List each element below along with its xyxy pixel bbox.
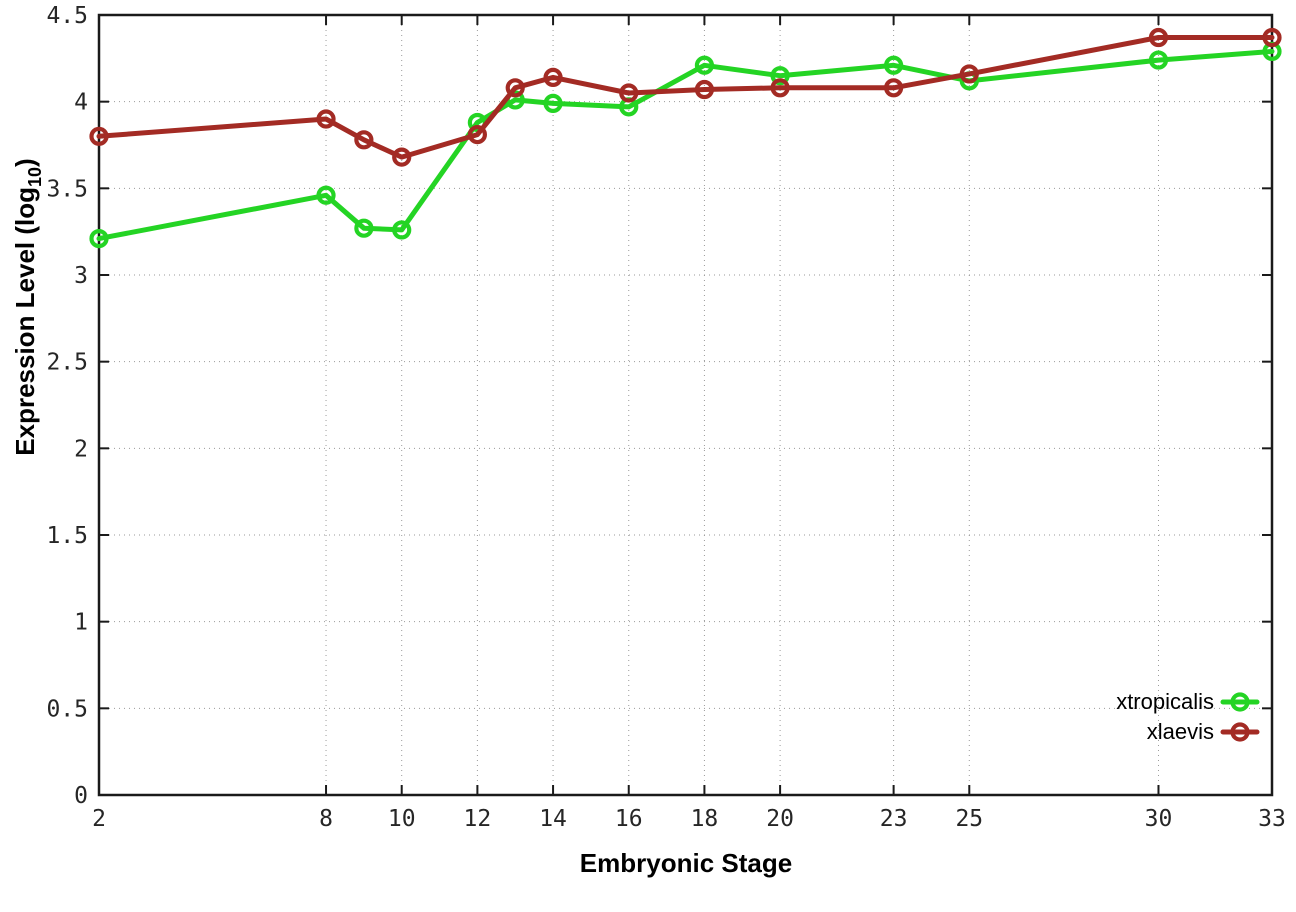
- y-tick-label-4.5: 4.5: [46, 3, 88, 29]
- marker-xlaevis-stage-30: [1148, 27, 1169, 48]
- legend-sample-marker-xtropicalis: [1230, 692, 1250, 712]
- y-axis-title: Expression Level (log10): [10, 158, 45, 455]
- x-tick-label-33: 33: [1258, 806, 1286, 832]
- marker-xlaevis-stage-25: [959, 64, 979, 84]
- x-tick-label-20: 20: [766, 806, 794, 832]
- marker-xlaevis-stage-20: [770, 78, 790, 98]
- y-tick-label-1: 1: [74, 610, 88, 636]
- y-tick-label-1.5: 1.5: [46, 523, 88, 549]
- marker-xtropicalis-stage-20: [770, 66, 790, 86]
- marker-xlaevis-stage-8: [316, 109, 336, 129]
- axis-ticks: [98, 14, 1273, 796]
- series-line-xtropicalis: [96, 48, 1275, 242]
- y-tick-label-0: 0: [74, 783, 88, 809]
- y-axis-title-prefix: Expression Level (log: [10, 187, 40, 456]
- x-tick-label-2: 2: [92, 806, 106, 832]
- marker-xtropicalis-stage-30: [1148, 50, 1169, 70]
- marker-xlaevis-stage-16: [619, 83, 639, 103]
- plot-border: [97, 13, 1274, 797]
- y-axis-title-subscript: 10: [25, 167, 45, 187]
- marker-xlaevis-stage-10: [392, 147, 412, 167]
- x-tick-label-23: 23: [880, 806, 908, 832]
- x-tick-label-8: 8: [319, 806, 333, 832]
- x-tick-label-25: 25: [955, 806, 983, 832]
- y-axis-title-suffix: ): [10, 158, 40, 167]
- x-tick-label-12: 12: [464, 806, 492, 832]
- legend: xtropicalis xlaevis: [1116, 689, 1260, 744]
- y-tick-label-4: 4: [74, 90, 88, 116]
- y-tick-label-3: 3: [74, 263, 88, 289]
- marker-xtropicalis-stage-9: [354, 218, 374, 238]
- marker-xtropicalis-stage-23: [884, 55, 904, 75]
- x-tick-label-30: 30: [1145, 806, 1173, 832]
- marker-xlaevis-stage-9: [354, 130, 374, 150]
- tick-labels: 2 8 10 12 14 16 18 20 23 25 30 33 0 0.5 1 1.5 2 2.5 3 3.5 4 4…: [46, 3, 1285, 832]
- marker-xlaevis-stage-12: [467, 125, 487, 145]
- y-tick-label-2: 2: [74, 436, 88, 462]
- legend-sample-marker-xlaevis: [1230, 722, 1250, 742]
- marker-xlaevis-stage-18: [694, 79, 715, 100]
- y-tick-label-3.5: 3.5: [46, 176, 88, 202]
- marker-xtropicalis-stage-18: [694, 55, 715, 75]
- series-line-xlaevis: [96, 35, 1275, 160]
- x-tick-label-18: 18: [691, 806, 719, 832]
- y-tick-label-2.5: 2.5: [46, 350, 88, 376]
- marker-xlaevis-stage-2: [89, 126, 109, 146]
- legend-label-xtropicalis: xtropicalis: [1116, 689, 1214, 714]
- y-tick-label-0.5: 0.5: [46, 696, 88, 722]
- marker-xlaevis-stage-14: [543, 67, 563, 88]
- marker-xtropicalis-stage-14: [543, 93, 563, 114]
- x-tick-label-16: 16: [615, 806, 643, 832]
- gridlines: [99, 15, 1272, 795]
- marker-xlaevis-stage-23: [884, 78, 904, 98]
- marker-xtropicalis-stage-2: [89, 229, 109, 249]
- x-tick-label-14: 14: [539, 806, 567, 832]
- data-series: [89, 27, 1282, 249]
- marker-xlaevis-stage-33: [1262, 27, 1282, 48]
- x-tick-label-10: 10: [388, 806, 416, 832]
- legend-label-xlaevis: xlaevis: [1147, 719, 1214, 744]
- legend-samples: [1220, 692, 1260, 742]
- x-axis-title: Embryonic Stage: [580, 848, 792, 878]
- marker-xtropicalis-stage-10: [392, 220, 412, 240]
- marker-xtropicalis-stage-8: [316, 185, 336, 205]
- marker-xlaevis-stage-13: [505, 78, 525, 98]
